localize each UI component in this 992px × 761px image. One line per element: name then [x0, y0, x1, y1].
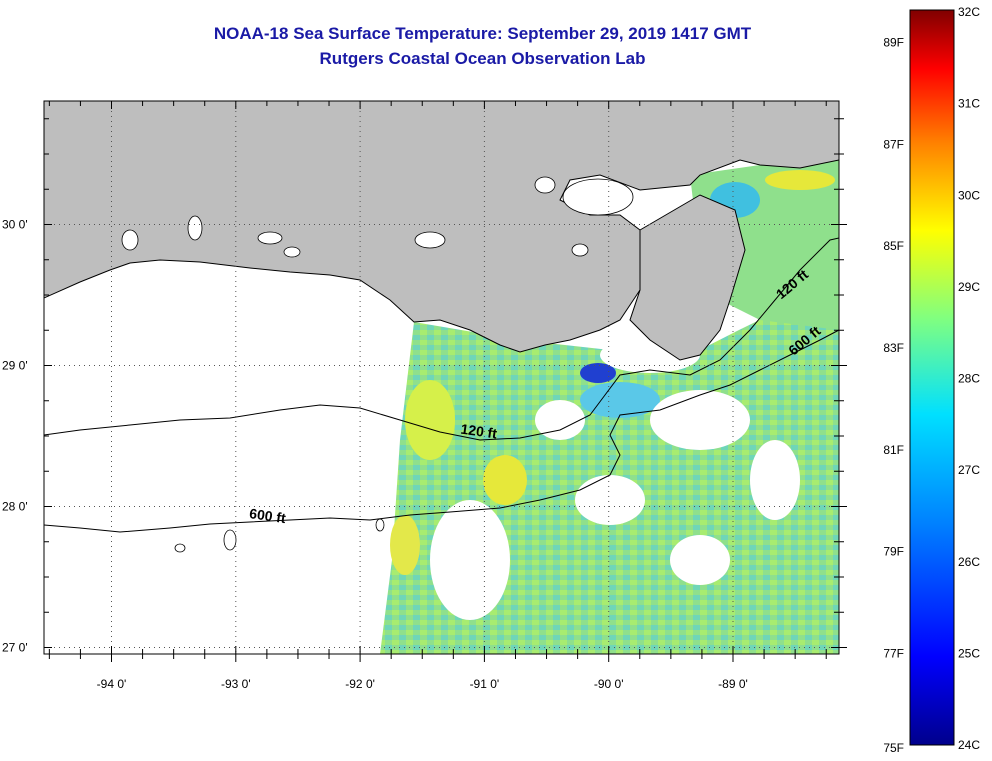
contour-label: 120 ft: [460, 421, 499, 442]
cloud-gap: [575, 475, 645, 525]
warm-patch: [390, 515, 420, 575]
lake: [283, 246, 301, 258]
lake: [534, 176, 556, 194]
cool-patch: [580, 382, 660, 418]
warm-patch: [765, 170, 835, 190]
lon-tick-label: -90 0': [594, 677, 624, 691]
map-subtitle: Rutgers Coastal Ocean Observation Lab: [319, 49, 646, 68]
cloud-gap: [650, 390, 750, 450]
lake: [257, 231, 283, 245]
colorbar-celsius-label: 28C: [958, 372, 980, 386]
warm-patch: [405, 380, 455, 460]
colorbar-fahrenheit-label: 89F: [883, 36, 904, 50]
lon-tick-label: -94 0': [97, 677, 127, 691]
colorbar-celsius-label: 32C: [958, 5, 980, 19]
colorbar-fahrenheit-label: 87F: [883, 137, 904, 151]
lake: [562, 178, 634, 216]
contour-120ft: [44, 237, 839, 441]
cloud-gap: [430, 500, 510, 620]
colorbar-fahrenheit-label: 81F: [883, 443, 904, 457]
colorbar-celsius-label: 24C: [958, 738, 980, 752]
lat-tick-label: 27 0': [2, 641, 28, 655]
lat-tick-label: 30 0': [2, 218, 28, 232]
colorbar-celsius-label: 31C: [958, 97, 980, 111]
lat-tick-label: 28 0': [2, 500, 28, 514]
land-delta: [629, 194, 746, 361]
colorbar-celsius-label: 27C: [958, 463, 980, 477]
lon-tick-label: -93 0': [221, 677, 251, 691]
cloud-gap: [750, 440, 800, 520]
lat-tick-label: 29 0': [2, 359, 28, 373]
plot-frame: [43, 100, 840, 655]
lon-tick-label: -91 0': [470, 677, 500, 691]
contour-label: 600 ft: [248, 505, 287, 526]
bank-outline: [174, 543, 186, 553]
map-title: NOAA-18 Sea Surface Temperature: Septemb…: [213, 24, 752, 43]
cloud-gap: [535, 400, 585, 440]
colorbar-fahrenheit-label: 77F: [883, 646, 904, 660]
lake: [414, 231, 446, 249]
colorbar-fahrenheit-label: 79F: [883, 545, 904, 559]
colorbar-celsius-label: 30C: [958, 188, 980, 202]
colorbar-fahrenheit-label: 75F: [883, 741, 904, 755]
cool-patch: [580, 363, 616, 383]
bank-outline: [223, 529, 237, 551]
lake: [121, 229, 139, 251]
lake: [187, 215, 203, 241]
lon-tick-label: -92 0': [345, 677, 375, 691]
colorbar-celsius-label: 29C: [958, 280, 980, 294]
colorbar-fahrenheit-label: 85F: [883, 239, 904, 253]
lake: [571, 243, 589, 257]
colorbar-celsius-label: 25C: [958, 646, 980, 660]
bank-outline: [375, 518, 385, 532]
warm-patch: [483, 455, 527, 505]
colorbar-fahrenheit-label: 83F: [883, 341, 904, 355]
cloud-gap: [670, 535, 730, 585]
lon-tick-label: -89 0': [718, 677, 748, 691]
contour-600ft: [44, 329, 839, 533]
colorbar-celsius-label: 26C: [958, 555, 980, 569]
colorbar: [909, 9, 955, 746]
